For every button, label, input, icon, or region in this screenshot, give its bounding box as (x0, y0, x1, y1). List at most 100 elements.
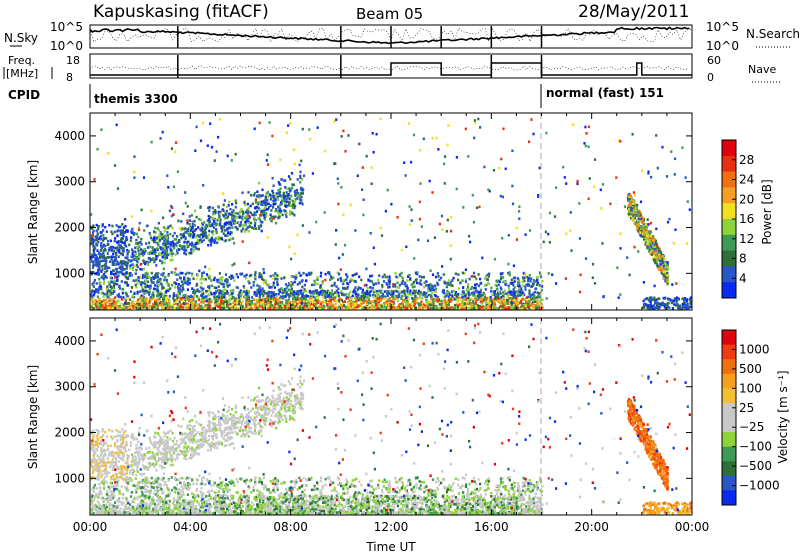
power-cell (217, 302, 220, 306)
power-cell (513, 292, 516, 296)
power-cell (160, 282, 163, 286)
power-cell (219, 221, 222, 225)
power-cell (208, 209, 211, 212)
power-cell (120, 260, 123, 263)
power-cell (283, 202, 286, 205)
power-cell (96, 302, 99, 306)
power-cell (211, 206, 214, 210)
power-cell (110, 286, 113, 289)
power-cell (129, 239, 132, 242)
power-cell (134, 252, 138, 255)
power-cell (219, 289, 222, 292)
power-cell (655, 243, 658, 246)
power-cell (233, 215, 236, 218)
power-cell (153, 300, 157, 304)
power-cell (376, 295, 379, 298)
power-cell (167, 274, 170, 277)
power-cell (147, 285, 150, 288)
power-cell (363, 299, 366, 303)
power-cell (319, 285, 322, 289)
power-cell (329, 299, 332, 302)
power-cell (214, 219, 217, 222)
power-cell (171, 258, 174, 262)
power-cell (654, 242, 657, 246)
power-cell (682, 305, 685, 308)
power-cell (397, 305, 400, 308)
power-cell (227, 204, 230, 207)
power-cell (333, 281, 336, 285)
power-cell (351, 296, 354, 299)
power-cell (167, 225, 170, 229)
power-cell (223, 295, 226, 299)
power-cell (201, 237, 204, 240)
power-cell (279, 208, 282, 211)
power-cell (222, 304, 225, 308)
power-cell (661, 267, 664, 271)
power-cell (137, 235, 140, 239)
power-cell (323, 307, 326, 310)
freq-nave-panel: Freq. [MHz] 18 8 60 0 Nave (3, 53, 782, 84)
power-cell (412, 304, 415, 307)
power-cell (520, 291, 523, 295)
power-cell (100, 238, 103, 241)
power-cell (333, 298, 336, 301)
power-cell (375, 303, 378, 306)
power-cell (420, 293, 423, 296)
power-cell (176, 235, 179, 238)
power-cell (262, 307, 265, 311)
power-cell (497, 292, 500, 296)
power-cell (357, 296, 360, 299)
power-cell (278, 193, 281, 197)
power-cell (293, 206, 296, 210)
power-cell (101, 255, 104, 259)
power-cell (115, 224, 118, 227)
power-cell (299, 304, 302, 308)
power-cell (144, 262, 147, 266)
power-cell (424, 304, 427, 308)
power-cell (335, 299, 338, 303)
power-cell (376, 297, 379, 300)
power-cell (215, 299, 218, 302)
power-cell (101, 300, 104, 304)
power-cell (301, 292, 305, 295)
power-cell (650, 253, 653, 256)
power-cell (496, 296, 499, 299)
power-cell (422, 303, 425, 307)
power-cell (314, 298, 317, 302)
power-cell (257, 206, 260, 210)
power-cell (125, 236, 128, 239)
power-cell (367, 298, 370, 301)
power-cell (254, 273, 257, 276)
power-cell (188, 251, 191, 255)
power-cell (297, 191, 300, 195)
power-cell (103, 280, 106, 283)
power-cell (210, 243, 213, 247)
power-cell (140, 249, 143, 253)
power-cell (119, 270, 122, 274)
nsky-label: N.Sky (4, 31, 38, 45)
power-cell (191, 273, 194, 277)
power-cell (531, 284, 534, 287)
power-cell (109, 297, 112, 301)
power-cell (280, 211, 283, 214)
power-cell (266, 190, 270, 194)
power-cell (319, 290, 322, 294)
power-cell (92, 249, 95, 252)
power-cell (158, 301, 161, 305)
power-cell (288, 188, 291, 191)
power-cell (465, 297, 469, 300)
power-cell (212, 216, 215, 220)
power-cell (250, 273, 253, 277)
power-cell (234, 215, 237, 218)
power-cell (205, 273, 209, 276)
power-cell (318, 304, 321, 307)
power-cell (454, 272, 457, 276)
power-cell (285, 205, 288, 208)
power-cell (420, 275, 424, 279)
power-cell (91, 260, 94, 263)
power-cell (167, 298, 170, 301)
power-cell (178, 305, 181, 309)
power-cell (289, 177, 292, 181)
power-cell (247, 230, 250, 233)
power-cell (161, 306, 164, 309)
